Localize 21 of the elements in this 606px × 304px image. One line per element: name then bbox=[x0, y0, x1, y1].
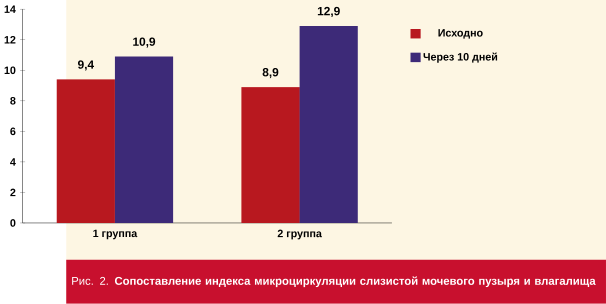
y-tick-label: 0 bbox=[10, 219, 16, 227]
data-label: 9,4 bbox=[78, 60, 94, 71]
y-tick-label: 12 bbox=[4, 36, 16, 44]
data-label: 10,9 bbox=[133, 38, 156, 48]
x-tick-label: 2 группа bbox=[278, 230, 322, 240]
legend-label: Исходно bbox=[438, 29, 483, 39]
data-label: 12,9 bbox=[318, 7, 340, 18]
bar bbox=[56, 80, 115, 224]
text: Рис. 2. Сопоставление индекса микроциркуляции слизистой мочевого пузыря и влагалища bbox=[72, 276, 596, 288]
x-tick-label: 1 группа bbox=[93, 230, 138, 240]
y-tick-label: 8 bbox=[10, 97, 16, 105]
data-label: 8,9 bbox=[262, 68, 278, 78]
y-tick-label: 2 bbox=[10, 188, 16, 196]
bar bbox=[241, 87, 300, 224]
legend-label: Через 10 дней bbox=[424, 52, 498, 63]
y-tick-label: 14 bbox=[4, 6, 16, 14]
y-tick-label: 10 bbox=[4, 66, 16, 74]
y-tick-label: 4 bbox=[10, 158, 16, 166]
bar bbox=[114, 56, 174, 224]
y-tick-label: 6 bbox=[10, 128, 16, 136]
bar bbox=[300, 26, 358, 224]
